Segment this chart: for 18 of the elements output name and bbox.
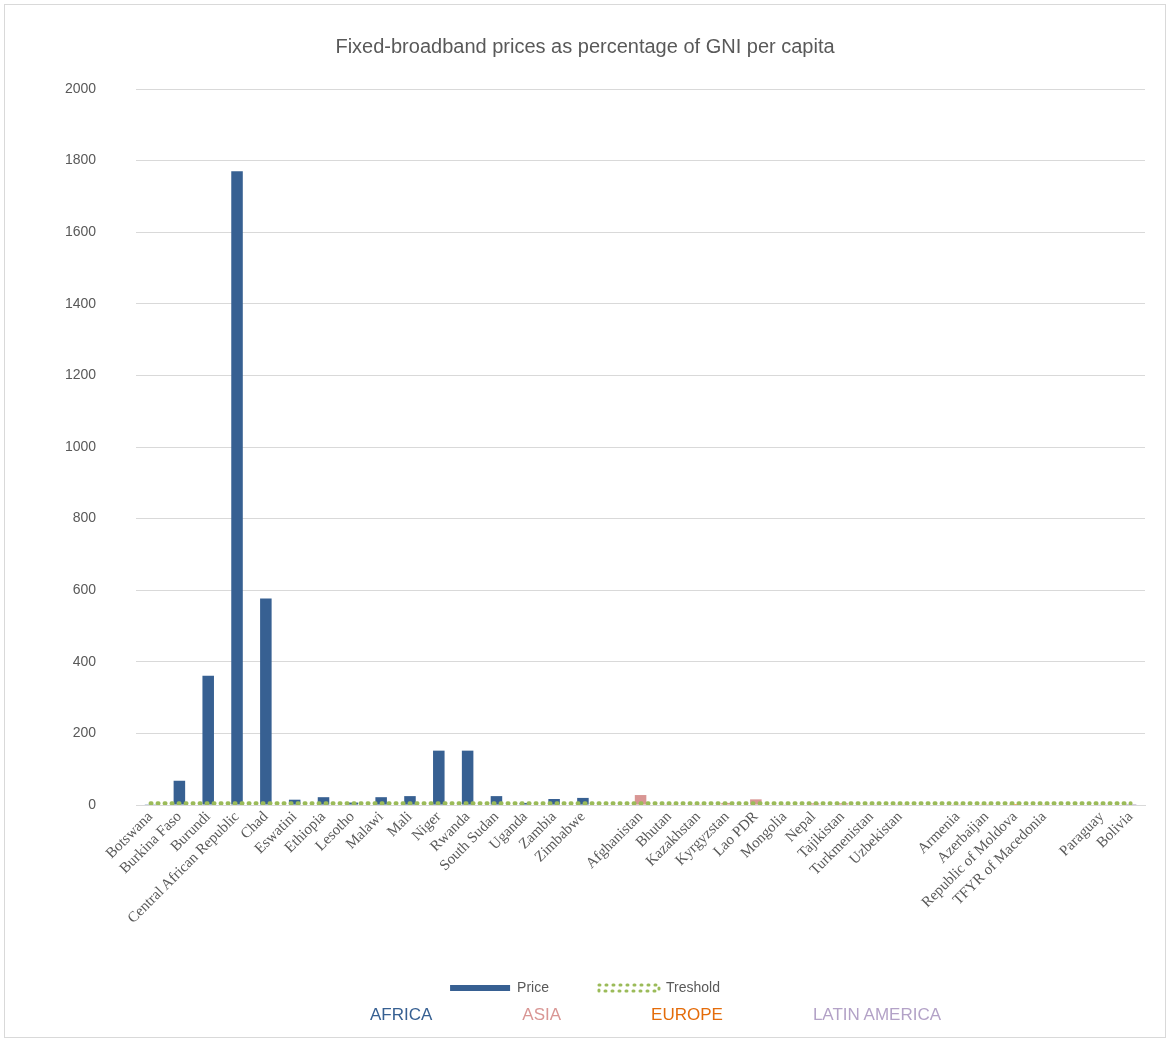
legend-label: Treshold xyxy=(665,978,720,995)
text: AFRICA xyxy=(370,1005,433,1025)
y-tick-label: 1600 xyxy=(64,223,97,240)
y-tick-label: 600 xyxy=(72,581,97,598)
text: LATIN AMERICA xyxy=(812,1005,942,1025)
y-tick-label: 1800 xyxy=(64,151,97,168)
y-tick-label: 200 xyxy=(72,724,97,741)
y-tick-label: 0 xyxy=(88,795,97,812)
y-tick-label: 800 xyxy=(72,509,97,526)
y-tick-label: 1000 xyxy=(64,437,97,454)
y-tick-label: 1400 xyxy=(64,294,97,311)
y-tick-label: 1200 xyxy=(64,366,97,383)
legend-label: Price xyxy=(517,978,550,995)
y-tick-label: 2000 xyxy=(64,79,97,96)
text: EUROPE xyxy=(651,1005,723,1025)
y-tick-label: 400 xyxy=(72,652,97,669)
text: ASIA xyxy=(522,1005,562,1025)
chart-title: Fixed-broadband prices as percentage of GNI per capita xyxy=(335,34,836,57)
